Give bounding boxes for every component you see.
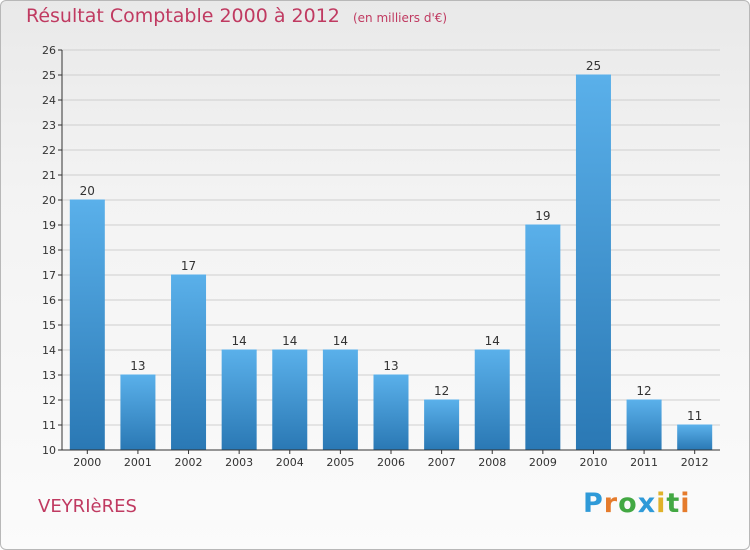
x-tick-label: 2008 xyxy=(478,456,506,469)
data-label: 25 xyxy=(586,59,601,73)
y-tick-label: 17 xyxy=(42,269,56,282)
data-label: 11 xyxy=(687,409,702,423)
data-label: 13 xyxy=(130,359,145,373)
logo-letter: i xyxy=(680,488,691,519)
x-tick-label: 2006 xyxy=(377,456,405,469)
bar-2007 xyxy=(424,400,460,450)
logo-letter: o xyxy=(618,488,638,519)
y-tick-label: 16 xyxy=(42,294,56,307)
data-label: 14 xyxy=(333,334,348,348)
data-label: 17 xyxy=(181,259,196,273)
bar-2006 xyxy=(373,375,409,450)
commune-name: VEYRIèRES xyxy=(38,496,137,517)
x-tick-label: 2000 xyxy=(73,456,101,469)
x-tick-label: 2002 xyxy=(175,456,203,469)
y-tick-label: 12 xyxy=(42,394,56,407)
data-label: 13 xyxy=(383,359,398,373)
proxiti-logo[interactable]: Proxiti xyxy=(583,488,691,519)
chart-title: Résultat Comptable 2000 à 2012 xyxy=(26,5,340,27)
chart-subtitle: (en milliers d'€) xyxy=(352,11,448,25)
y-tick-label: 15 xyxy=(42,319,56,332)
x-tick-label: 2010 xyxy=(579,456,607,469)
y-tick-label: 23 xyxy=(42,119,56,132)
y-tick-label: 26 xyxy=(42,44,56,57)
y-tick-label: 11 xyxy=(42,419,56,432)
x-tick-label: 2004 xyxy=(276,456,304,469)
x-tick-label: 2011 xyxy=(630,456,658,469)
bar-2011 xyxy=(626,400,662,450)
bar-2002 xyxy=(171,275,207,450)
y-tick-label: 22 xyxy=(42,144,56,157)
data-label: 14 xyxy=(282,334,297,348)
logo-letter: t xyxy=(666,488,681,519)
y-tick-label: 20 xyxy=(42,194,56,207)
bar-2010 xyxy=(575,75,611,450)
x-tick-label: 2003 xyxy=(225,456,253,469)
bar-2005 xyxy=(322,350,358,450)
data-label: 12 xyxy=(434,384,449,398)
bar-2004 xyxy=(272,350,308,450)
bars xyxy=(69,74,713,450)
y-tick-label: 13 xyxy=(42,369,56,382)
bar-2008 xyxy=(474,350,510,450)
y-tick-label: 18 xyxy=(42,244,56,257)
x-tick-label: 2007 xyxy=(428,456,456,469)
logo-letter: r xyxy=(603,488,619,519)
y-tick-label: 10 xyxy=(42,444,56,457)
bar-2012 xyxy=(677,425,713,450)
bar-2000 xyxy=(69,200,105,450)
data-label: 12 xyxy=(636,384,651,398)
logo-letter: P xyxy=(583,488,604,519)
labels: 10 11 12 13 14 15 16 17 18 19 20 21 22 23 24 25 26 20 2000… xyxy=(42,44,709,469)
x-tick-label: 2009 xyxy=(529,456,557,469)
y-tick-label: 19 xyxy=(42,219,56,232)
axes xyxy=(58,49,720,454)
logo-letter: i xyxy=(656,488,667,519)
data-label: 19 xyxy=(535,209,550,223)
x-tick-label: 2012 xyxy=(681,456,709,469)
bar-2001 xyxy=(120,375,156,450)
y-tick-label: 24 xyxy=(42,94,56,107)
bar-2003 xyxy=(221,350,257,450)
data-label: 20 xyxy=(80,184,95,198)
data-label: 14 xyxy=(232,334,247,348)
data-label: 14 xyxy=(485,334,500,348)
y-tick-label: 21 xyxy=(42,169,56,182)
y-tick-label: 25 xyxy=(42,69,56,82)
x-tick-label: 2005 xyxy=(326,456,354,469)
logo-letter: x xyxy=(637,488,657,519)
bar-2009 xyxy=(525,225,561,450)
chart-title-block: Résultat Comptable 2000 à 2012 (en milli… xyxy=(26,5,447,27)
x-tick-label: 2001 xyxy=(124,456,152,469)
y-tick-label: 14 xyxy=(42,344,56,357)
